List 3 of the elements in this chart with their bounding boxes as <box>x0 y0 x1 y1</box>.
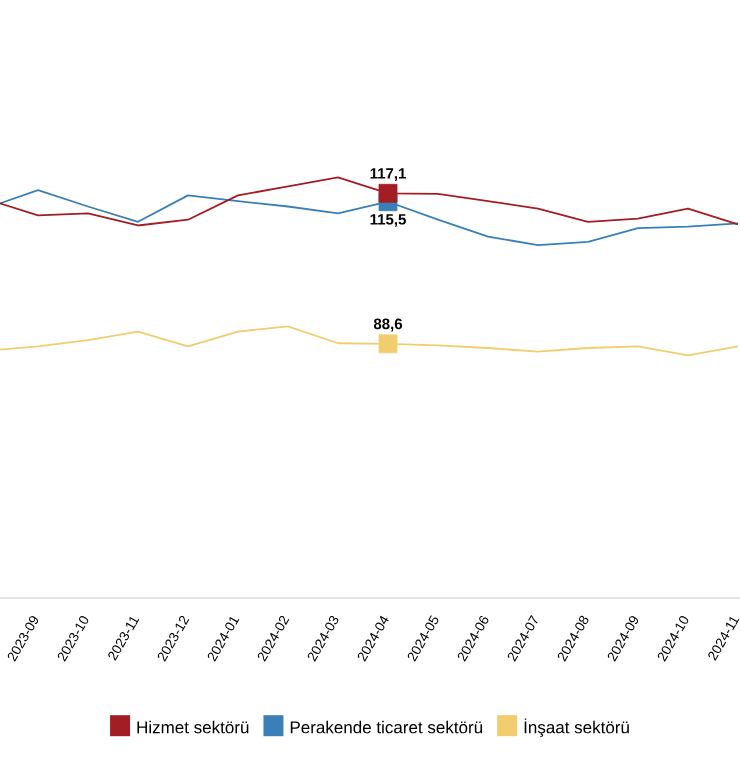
legend-label: Hizmet sektörü <box>137 720 249 734</box>
legend-label: İnşaat sektörü <box>524 718 629 737</box>
legend-label: Perakende ticaret sektörü <box>290 720 483 734</box>
